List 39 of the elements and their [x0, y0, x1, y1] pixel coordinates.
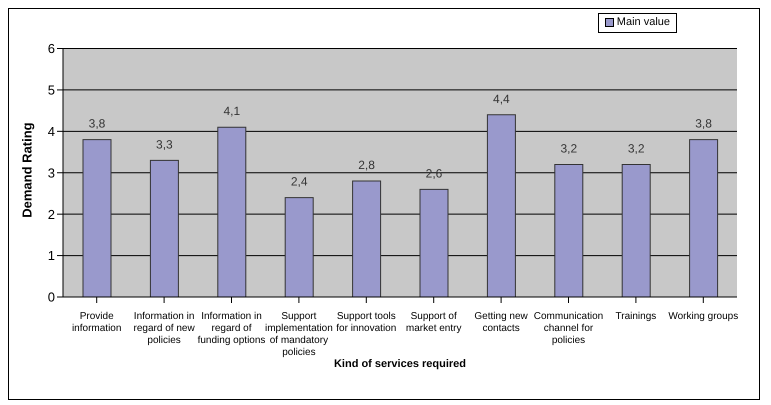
- x-tick-label: Information in regard of new policies: [134, 311, 196, 346]
- bar: [486, 114, 516, 297]
- x-tick-label: Communication channel for policies: [534, 311, 604, 346]
- x-axis-title: Kind of services required: [334, 358, 466, 370]
- bar: [150, 160, 179, 297]
- y-tick-label: 6: [48, 41, 55, 56]
- x-tick-label: Support implementation of mandatory policies: [264, 311, 333, 358]
- y-tick-label: 5: [48, 82, 55, 98]
- bar: [217, 126, 246, 297]
- x-tick-label: Support tools for innovation: [336, 311, 396, 334]
- x-tick-label: Support of market entry: [406, 311, 462, 334]
- legend-label: Main value: [616, 16, 670, 28]
- x-tick-label: Working groups: [668, 311, 738, 322]
- data-label: 4,1: [223, 104, 240, 118]
- y-tick-label: 0: [48, 290, 55, 305]
- y-tick-label: 1: [48, 248, 55, 264]
- x-tick-label: Getting new contacts: [474, 311, 529, 334]
- bar: [352, 180, 382, 297]
- y-tick-label: 3: [48, 165, 55, 180]
- bar: [284, 197, 314, 297]
- data-label: 3,2: [560, 141, 578, 156]
- bar: [82, 139, 112, 297]
- data-label: 2,8: [358, 158, 376, 172]
- data-label: 3,8: [88, 116, 106, 131]
- x-tick-label: Information in regard of funding options: [198, 311, 266, 346]
- bar: [420, 188, 448, 297]
- x-tick-label: Provide information: [72, 311, 122, 334]
- y-tick-label: 2: [48, 206, 55, 222]
- bar: [622, 164, 651, 297]
- data-label: 3,2: [628, 141, 645, 156]
- data-label: 3,8: [695, 116, 712, 131]
- y-axis-title: Demand Rating: [20, 122, 35, 218]
- bar: [554, 164, 584, 297]
- bar: [689, 139, 718, 297]
- data-label: 2,4: [290, 174, 308, 189]
- data-label: 4,4: [493, 92, 510, 106]
- data-label: 3,3: [156, 137, 174, 152]
- y-tick-label: 4: [48, 124, 55, 139]
- x-tick-label: Trainings: [616, 311, 656, 322]
